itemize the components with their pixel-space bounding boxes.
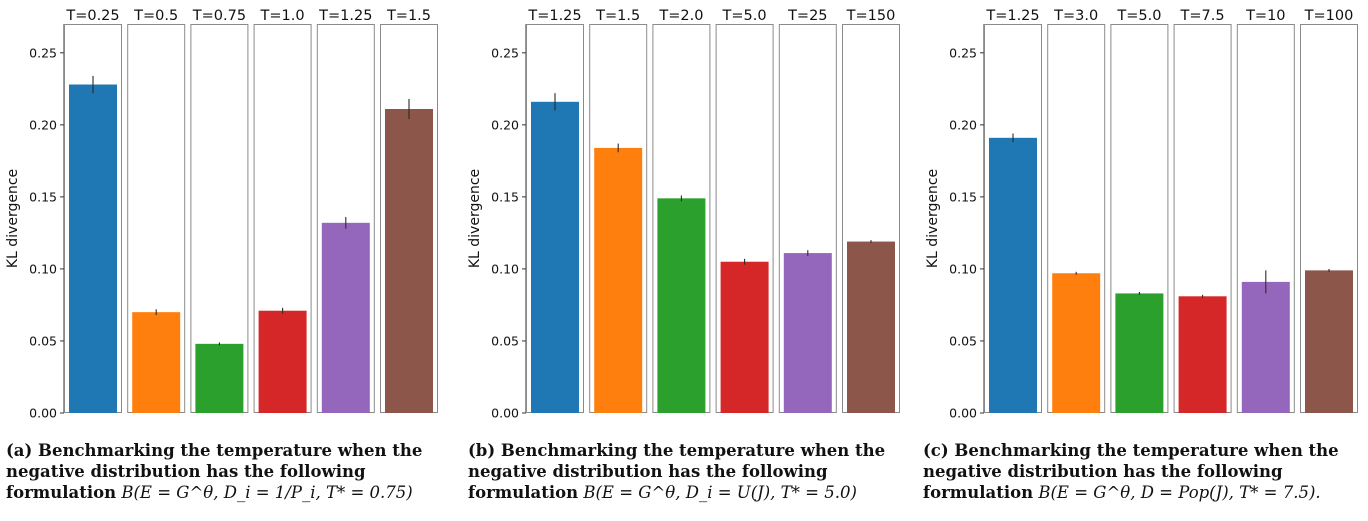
caption-c: (c) Benchmarking the temperature when th… [923, 440, 1353, 503]
bar [258, 310, 307, 413]
chart-b: KL divergence 0.00 0.05 0.10 0.15 0.20 0.25 T=1… [467, 8, 900, 421]
category-label: T=7.5 [1180, 8, 1225, 24]
caption-b: (b) Benchmarking the temperature when th… [468, 440, 898, 503]
bar [531, 101, 579, 414]
category-label: T=5.0 [1116, 8, 1161, 24]
category-label: T=5.0 [722, 8, 767, 24]
bar [594, 147, 643, 414]
caption-a-formula: B(E = G^θ, D_i = 1/P_i, T* = 0.75) [121, 483, 413, 502]
bar [321, 222, 370, 413]
y-tick-label: 0.05 [29, 333, 57, 348]
category-label: T=10 [1245, 8, 1285, 24]
y-axis-label: KL divergence [467, 169, 483, 268]
category-label: T=1.0 [260, 8, 305, 24]
bar [783, 253, 832, 413]
caption-c-formula: B(E = G^θ, D = Pop(J), T* = 7.5). [1038, 483, 1321, 502]
category-label: T=1.5 [595, 8, 640, 24]
y-tick-label: 0.00 [949, 406, 977, 421]
y-tick-label: 0.25 [29, 45, 57, 60]
caption-b-lead: (b) Benchmarking the temperature when th… [468, 441, 886, 502]
caption-c-lead: (c) Benchmarking the temperature when th… [923, 441, 1339, 502]
category-label: T=2.0 [658, 8, 703, 24]
y-tick-label: 0.25 [949, 45, 977, 60]
bar [1178, 296, 1227, 413]
bar [195, 343, 244, 413]
bar [1115, 293, 1164, 413]
bar [1241, 281, 1290, 413]
y-tick-label: 0.10 [949, 261, 977, 276]
bar [385, 109, 433, 414]
category-label: T=1.5 [386, 8, 431, 24]
y-tick-label: 0.20 [29, 117, 57, 132]
y-tick-label: 0.10 [29, 261, 57, 276]
bar [847, 241, 895, 413]
category-label: T=150 [846, 8, 896, 24]
chart-a: KL divergence 0.00 0.05 0.10 0.15 0.20 0.25 T=0… [5, 8, 438, 421]
category-label: T=0.75 [192, 8, 246, 24]
y-tick-label: 0.05 [491, 333, 519, 348]
category-label: T=0.25 [65, 8, 119, 24]
category-label: T=1.25 [318, 8, 372, 24]
y-axis-label: KL divergence [925, 169, 941, 268]
y-axis-label: KL divergence [5, 169, 21, 268]
bar [989, 137, 1037, 413]
y-tick-label: 0.20 [949, 117, 977, 132]
y-tick-label: 0.25 [491, 45, 519, 60]
caption-a-lead: (a) Benchmarking the temperature when th… [6, 441, 423, 502]
y-tick-label: 0.15 [491, 189, 519, 204]
bar [1305, 270, 1353, 413]
bar [657, 198, 706, 413]
bar [69, 84, 117, 413]
category-label: T=3.0 [1053, 8, 1098, 24]
y-tick-label: 0.15 [949, 189, 977, 204]
y-tick-label: 0.20 [491, 117, 519, 132]
y-tick-label: 0.10 [491, 261, 519, 276]
category-label: T=100 [1304, 8, 1354, 24]
bar [132, 312, 181, 413]
category-label: T=25 [787, 8, 827, 24]
category-label: T=0.5 [133, 8, 178, 24]
y-tick-label: 0.00 [29, 406, 57, 421]
y-tick-label: 0.05 [949, 333, 977, 348]
caption-b-formula: B(E = G^θ, D_i = U(J), T* = 5.0) [583, 483, 857, 502]
category-label: T=1.25 [985, 8, 1039, 24]
y-tick-label: 0.00 [491, 406, 519, 421]
caption-a: (a) Benchmarking the temperature when th… [6, 440, 436, 503]
bar [720, 261, 769, 413]
y-tick-label: 0.15 [29, 189, 57, 204]
chart-c: KL divergence 0.00 0.05 0.10 0.15 0.20 0.25 T=1… [925, 8, 1358, 421]
bar [1052, 273, 1101, 413]
category-label: T=1.25 [527, 8, 581, 24]
